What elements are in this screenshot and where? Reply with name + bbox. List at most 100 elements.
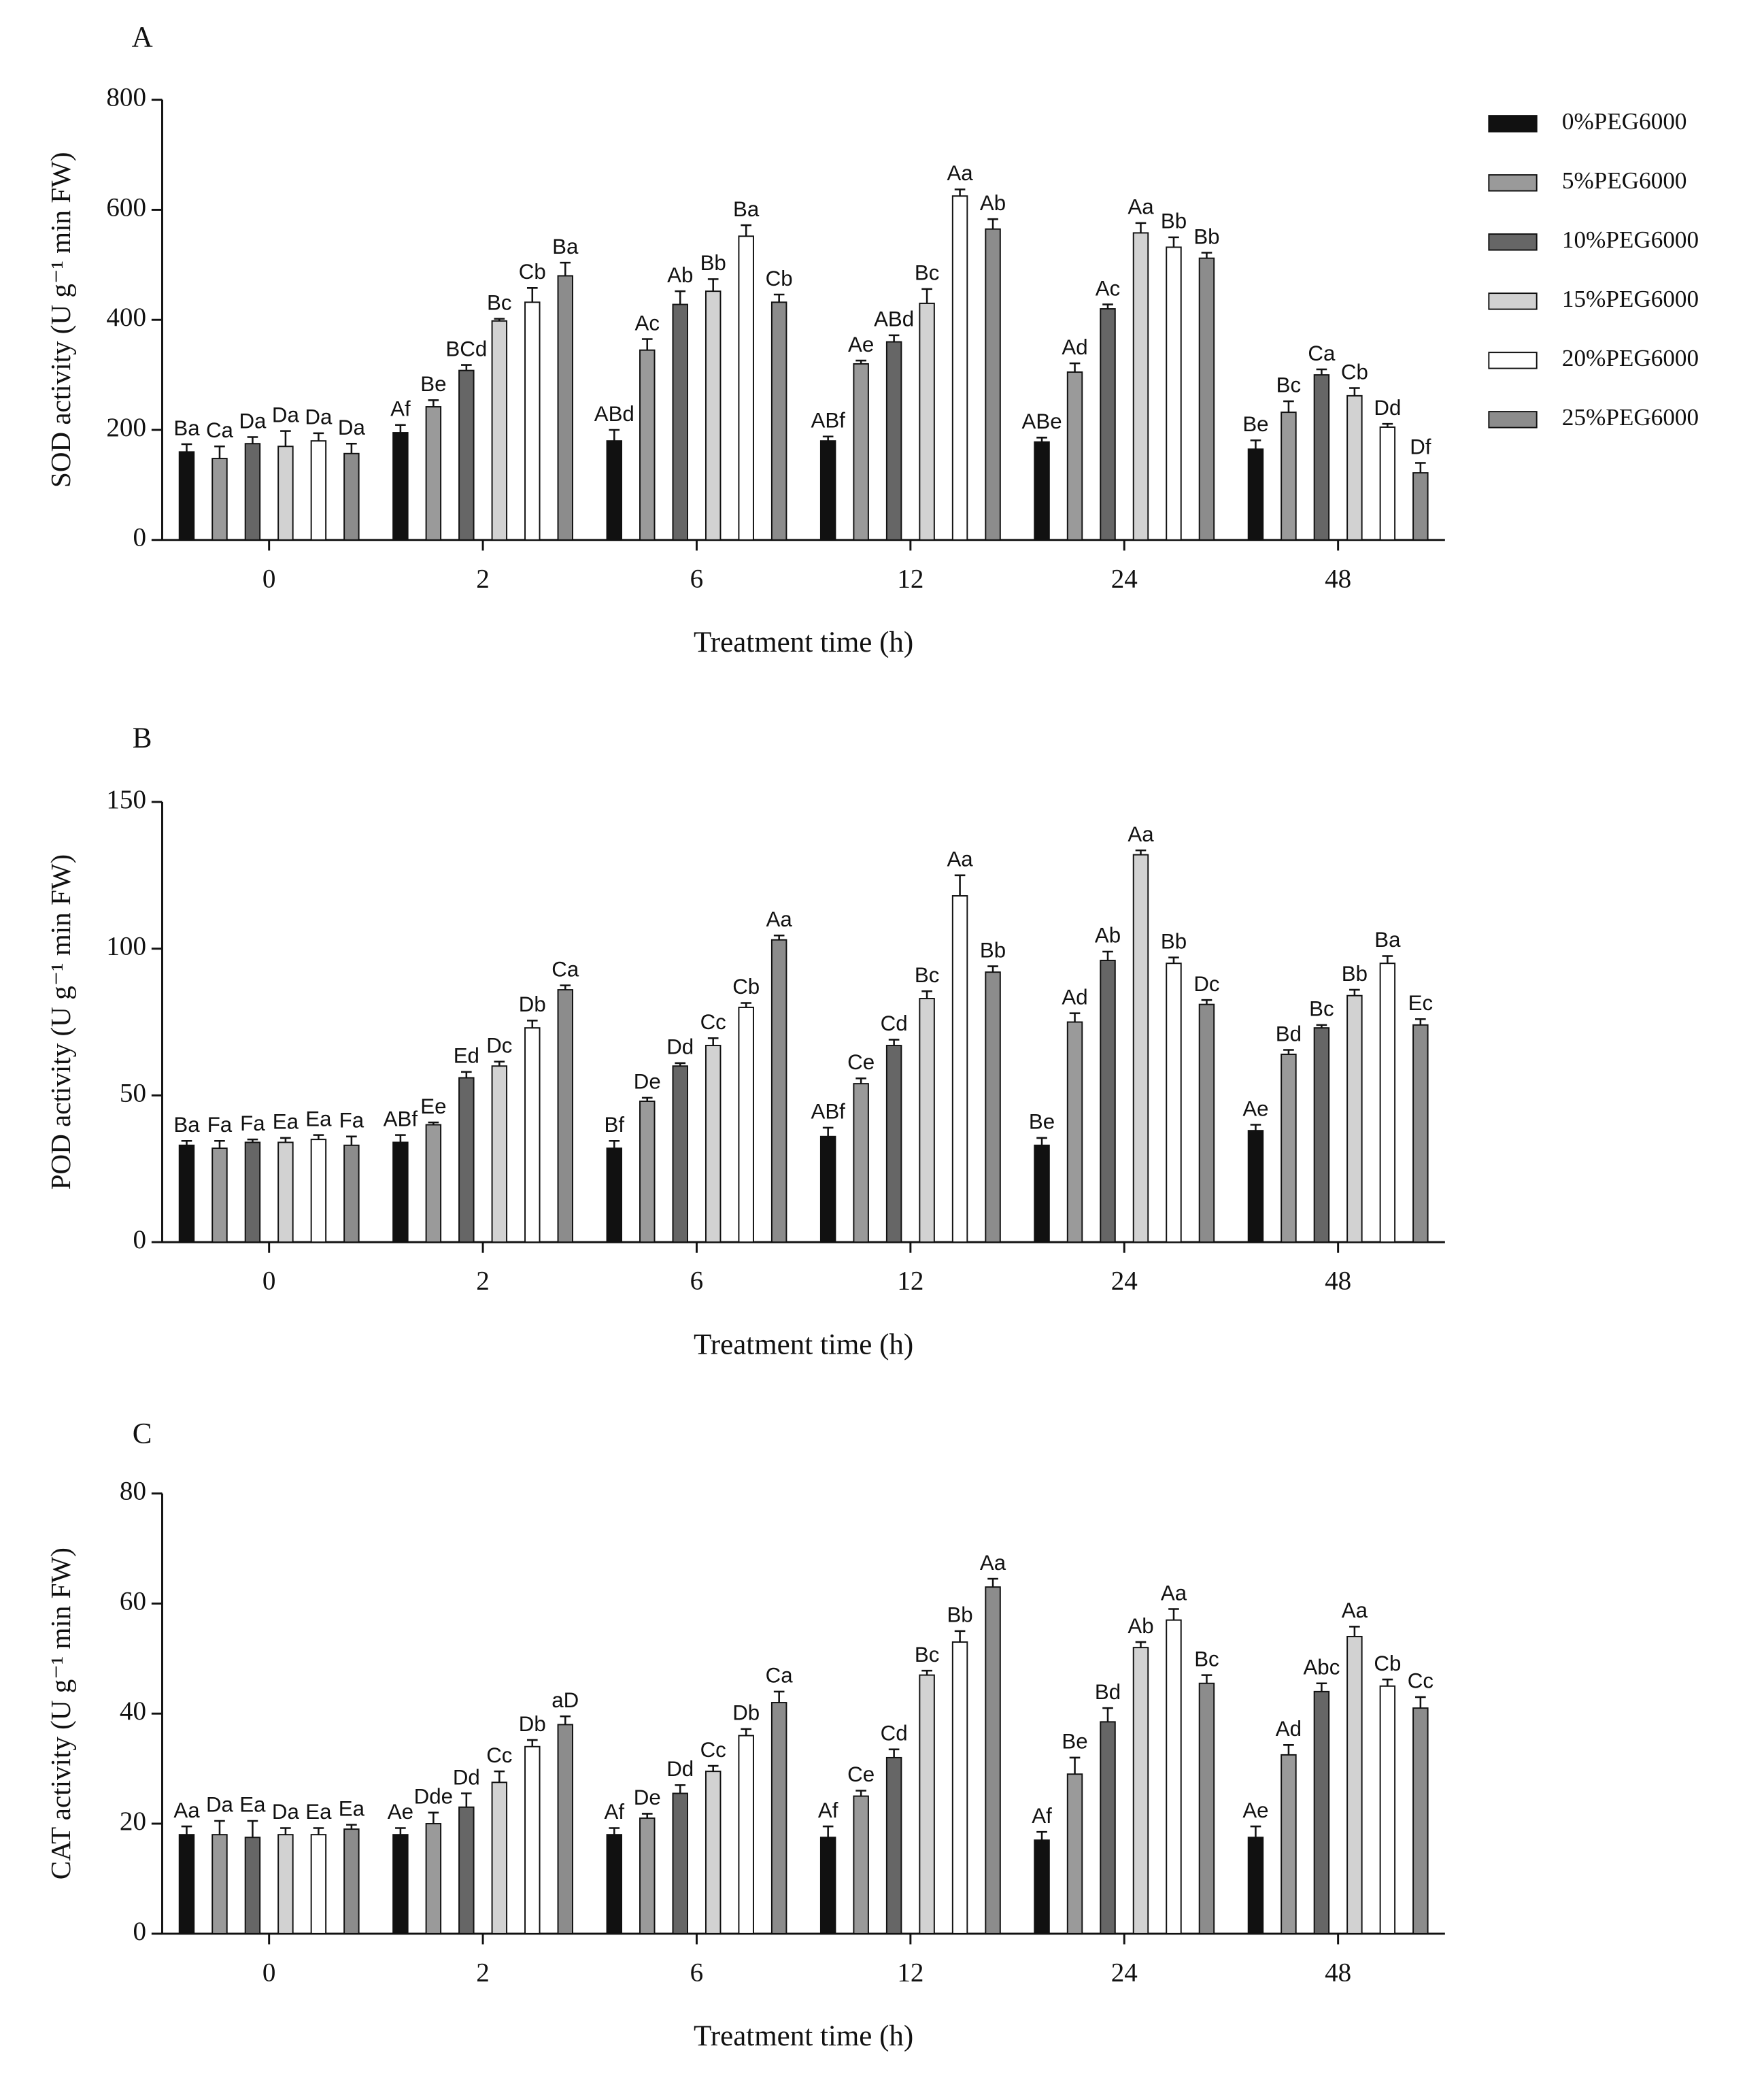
significance-label: ABf (811, 1100, 845, 1124)
error-bar (1069, 1756, 1081, 1775)
x-tick-label: 0 (262, 1958, 276, 1987)
bar (919, 1674, 935, 1935)
significance-label: Be (420, 372, 446, 396)
bar (1346, 395, 1363, 541)
significance-label: De (634, 1786, 661, 1809)
x-axis-title: Treatment time (h) (694, 626, 913, 658)
significance-label: Df (1410, 435, 1431, 458)
significance-label: Ba (173, 416, 200, 440)
bar (819, 1135, 836, 1243)
significance-label: Dd (1374, 396, 1401, 420)
bar (1247, 1837, 1264, 1935)
error-bar (1135, 1641, 1147, 1648)
bar (705, 1045, 722, 1243)
bar (310, 440, 327, 541)
legend-label: 10%PEG6000 (1562, 227, 1699, 253)
bar (1166, 1619, 1182, 1935)
bar (1166, 962, 1182, 1243)
significance-label: Cc (700, 1010, 726, 1034)
error-bar (461, 1071, 472, 1078)
bar (1066, 371, 1083, 541)
bar (672, 1065, 688, 1243)
significance-label: Db (732, 1701, 760, 1725)
error-bar (526, 287, 538, 303)
significance-label: ABf (384, 1107, 418, 1131)
significance-label: ABd (594, 402, 634, 426)
significance-label: Cb (766, 267, 793, 290)
bar (853, 1083, 869, 1243)
error-bar (1382, 422, 1393, 427)
error-bar (1201, 252, 1212, 258)
bar (1247, 448, 1264, 541)
error-bar (954, 1630, 966, 1643)
bar (1198, 1682, 1215, 1935)
bar (1166, 246, 1182, 541)
error-bar (181, 443, 192, 452)
error-bar (494, 1060, 505, 1067)
error-bar (1250, 1124, 1261, 1131)
x-tick-label: 6 (690, 1267, 704, 1296)
significance-label: Ea (339, 1796, 365, 1820)
bar (738, 1006, 754, 1243)
bar (1379, 1685, 1396, 1935)
bar (557, 989, 574, 1243)
error-bar (214, 1820, 225, 1835)
error-bar (1415, 1018, 1426, 1025)
x-tick-label: 6 (690, 564, 704, 593)
error-bar (247, 1820, 258, 1838)
legend-swatch (1488, 115, 1538, 133)
error-bar (428, 399, 439, 407)
bar (343, 1828, 360, 1935)
significance-label: Cc (700, 1738, 726, 1762)
significance-label: Cb (1341, 360, 1368, 384)
significance-label: Af (605, 1800, 625, 1824)
legend-label: 0%PEG6000 (1562, 108, 1687, 135)
x-tick-label: 48 (1325, 1958, 1351, 1987)
bar (244, 443, 261, 541)
significance-label: Aa (1127, 822, 1154, 846)
bar (524, 1745, 541, 1935)
y-axis-title: POD activity (U g⁻¹ min FW) (45, 854, 76, 1190)
significance-label: Ec (1408, 991, 1433, 1015)
legend-swatch (1488, 292, 1538, 310)
significance-label: Be (1242, 412, 1268, 436)
significance-label: Fa (207, 1113, 233, 1137)
x-tick-label: 6 (690, 1958, 704, 1987)
bar (277, 1834, 294, 1935)
significance-label: Ed (454, 1044, 479, 1068)
error-bar (395, 1134, 406, 1143)
bar (1412, 1024, 1429, 1243)
bar (310, 1139, 327, 1243)
bar (343, 1144, 360, 1243)
bar (885, 341, 902, 541)
panel-label: B (133, 722, 152, 754)
bar (985, 228, 1001, 541)
error-bar (395, 1827, 406, 1835)
bar (1346, 994, 1363, 1243)
significance-label: Aa (1161, 1581, 1187, 1605)
bar (885, 1045, 902, 1243)
error-bar (707, 1764, 719, 1772)
error-bar (1316, 1682, 1327, 1692)
significance-label: Ae (1242, 1798, 1268, 1822)
error-bar (1349, 988, 1360, 996)
error-bar (1283, 1744, 1294, 1755)
significance-label: Aa (1342, 1598, 1368, 1622)
error-bar (494, 318, 505, 321)
bar (277, 446, 294, 541)
significance-label: Cd (881, 1722, 908, 1745)
bar (1034, 1839, 1050, 1935)
significance-label: Bc (915, 261, 939, 285)
y-tick-label: 800 (106, 83, 146, 112)
bar (606, 440, 623, 541)
error-bar (560, 984, 571, 990)
bar (1132, 1647, 1149, 1935)
significance-label: Bc (915, 1643, 939, 1667)
error-bar (1250, 1825, 1261, 1838)
significance-label: Dc (1193, 972, 1219, 996)
error-bar (855, 1077, 866, 1084)
error-bar (641, 1096, 653, 1102)
significance-label: Ba (173, 1113, 200, 1137)
significance-label: Bc (487, 290, 511, 314)
